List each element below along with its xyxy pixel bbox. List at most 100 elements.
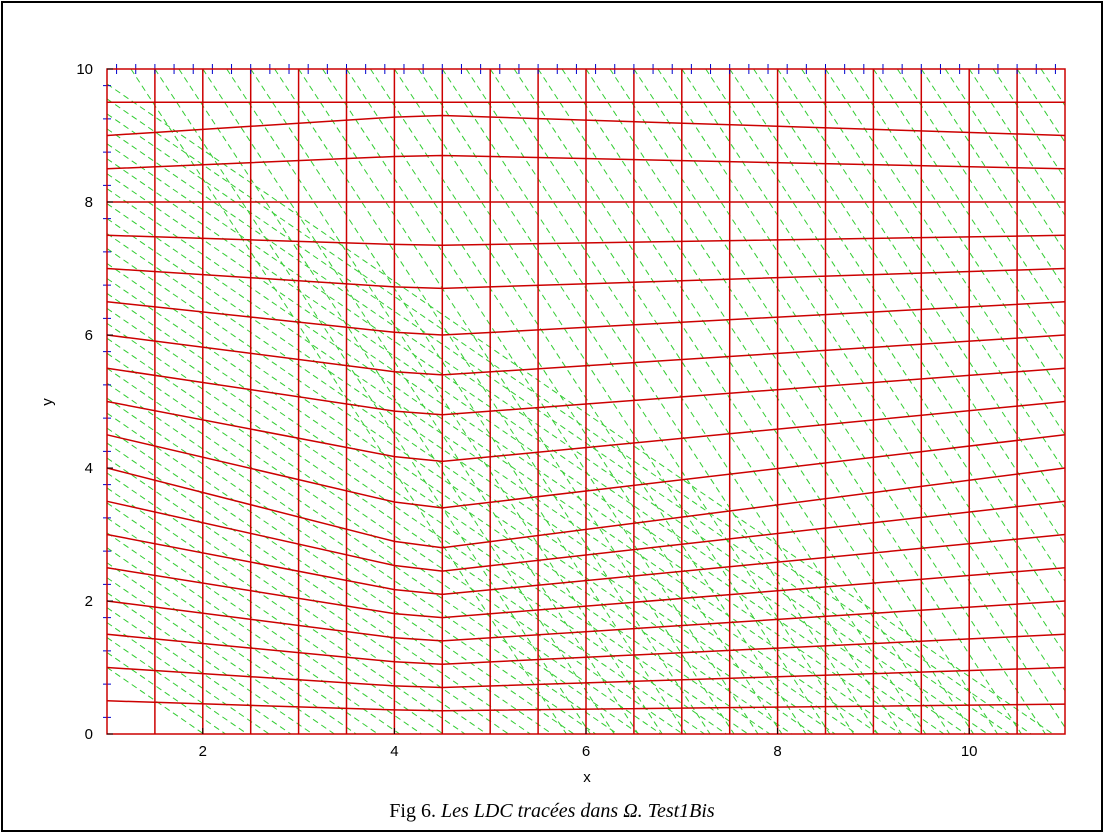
characteristic-line	[106, 532, 401, 735]
x-axis-label: x	[583, 769, 591, 786]
characteristic-line	[106, 322, 705, 735]
y-axis-label: y	[39, 398, 56, 406]
y-tick-label: 8	[85, 194, 93, 211]
characteristic-line	[106, 472, 488, 735]
characteristic-line	[801, 68, 1066, 472]
characteristic-line	[106, 487, 466, 735]
level-line	[106, 434, 1066, 509]
characteristic-line	[106, 352, 662, 735]
level-line	[106, 500, 1066, 572]
level-line	[106, 567, 1066, 619]
characteristic-line	[106, 502, 444, 735]
x-tick-label: 4	[390, 743, 398, 760]
characteristic-line	[106, 83, 1054, 735]
characteristic-line	[106, 637, 248, 735]
level-line	[106, 301, 1066, 336]
characteristic-line	[441, 68, 879, 735]
y-tick-label: 6	[85, 327, 93, 344]
characteristic-line	[968, 68, 1066, 216]
characteristic-line	[106, 203, 880, 735]
level-lines	[106, 101, 1066, 712]
figure-caption: Fig 6. Les LDC tracées dans Ω. Test1Bis	[0, 800, 1104, 823]
characteristic-line	[106, 128, 988, 735]
characteristic-line	[825, 68, 1066, 436]
y-tick-label: 0	[85, 726, 93, 743]
characteristic-line	[106, 607, 292, 735]
y-tick-label: 10	[76, 61, 93, 78]
characteristic-line	[106, 442, 531, 735]
characteristic-line	[370, 68, 807, 735]
vertical-mesh-lines	[154, 69, 1018, 734]
characteristic-line	[106, 233, 836, 735]
characteristic-line	[537, 68, 974, 735]
characteristic-line	[106, 218, 858, 735]
characteristic-line	[106, 382, 618, 735]
characteristic-line	[154, 68, 591, 735]
x-tick-label: 6	[582, 743, 590, 760]
characteristic-line	[465, 68, 903, 735]
characteristic-line	[106, 113, 1010, 735]
characteristic-line	[681, 68, 1066, 655]
characteristic-line	[274, 68, 711, 735]
level-line	[106, 334, 1066, 376]
axis-ticks: 2 4 6 8 10 0 2 4 6 8 10	[76, 61, 977, 760]
characteristic-line	[298, 68, 735, 735]
caption-prefix: Fig 6.	[389, 800, 436, 822]
level-line	[106, 234, 1066, 246]
level-line	[106, 467, 1066, 549]
characteristic-line	[489, 68, 927, 735]
characteristic-line	[920, 68, 1066, 289]
characteristic-line	[106, 457, 509, 735]
characteristic-line	[226, 68, 663, 735]
characteristic-line	[513, 68, 951, 735]
characteristic-line	[106, 412, 575, 735]
characteristic-line	[729, 68, 1066, 582]
level-line	[106, 400, 1066, 463]
level-line	[106, 600, 1066, 642]
characteristic-line	[106, 517, 422, 735]
characteristic-line	[106, 278, 771, 735]
characteristic-line	[106, 562, 357, 735]
characteristic-line	[944, 68, 1066, 253]
characteristic-line	[417, 68, 855, 735]
x-tick-label: 8	[773, 743, 781, 760]
characteristic-line	[106, 427, 553, 735]
characteristic-line	[106, 263, 792, 735]
characteristic-line	[393, 68, 831, 735]
characteristic-line	[992, 68, 1066, 179]
level-line	[106, 267, 1066, 290]
characteristic-line	[106, 158, 945, 735]
characteristic-line	[633, 68, 1066, 728]
level-line	[106, 666, 1066, 689]
characteristic-line	[106, 248, 814, 735]
characteristic-line	[106, 547, 379, 735]
characteristic-line	[202, 68, 639, 735]
characteristic-line	[106, 367, 640, 735]
level-line	[106, 367, 1066, 416]
level-line	[106, 633, 1066, 665]
level-line	[106, 700, 1066, 712]
caption-text: Les LDC tracées dans Ω. Test1Bis	[440, 800, 715, 822]
y-tick-label: 4	[85, 460, 93, 477]
characteristic-line	[106, 337, 684, 735]
characteristic-line	[106, 397, 596, 735]
characteristic-line	[130, 68, 567, 735]
x-tick-label: 2	[199, 743, 207, 760]
characteristic-line	[657, 68, 1066, 692]
characteristic-line	[753, 68, 1066, 545]
characteristic-line	[106, 98, 1032, 735]
characteristic-line	[106, 622, 270, 735]
characteristic-line	[106, 652, 226, 735]
characteristic-line	[609, 68, 1046, 735]
characteristic-line	[106, 577, 335, 735]
characteristic-line	[896, 68, 1066, 326]
characteristic-line	[1040, 68, 1066, 106]
level-line	[106, 533, 1066, 596]
characteristic-line	[585, 68, 1022, 735]
characteristic-line	[106, 307, 727, 735]
characteristic-line	[1016, 68, 1066, 143]
characteristic-line	[849, 68, 1066, 399]
